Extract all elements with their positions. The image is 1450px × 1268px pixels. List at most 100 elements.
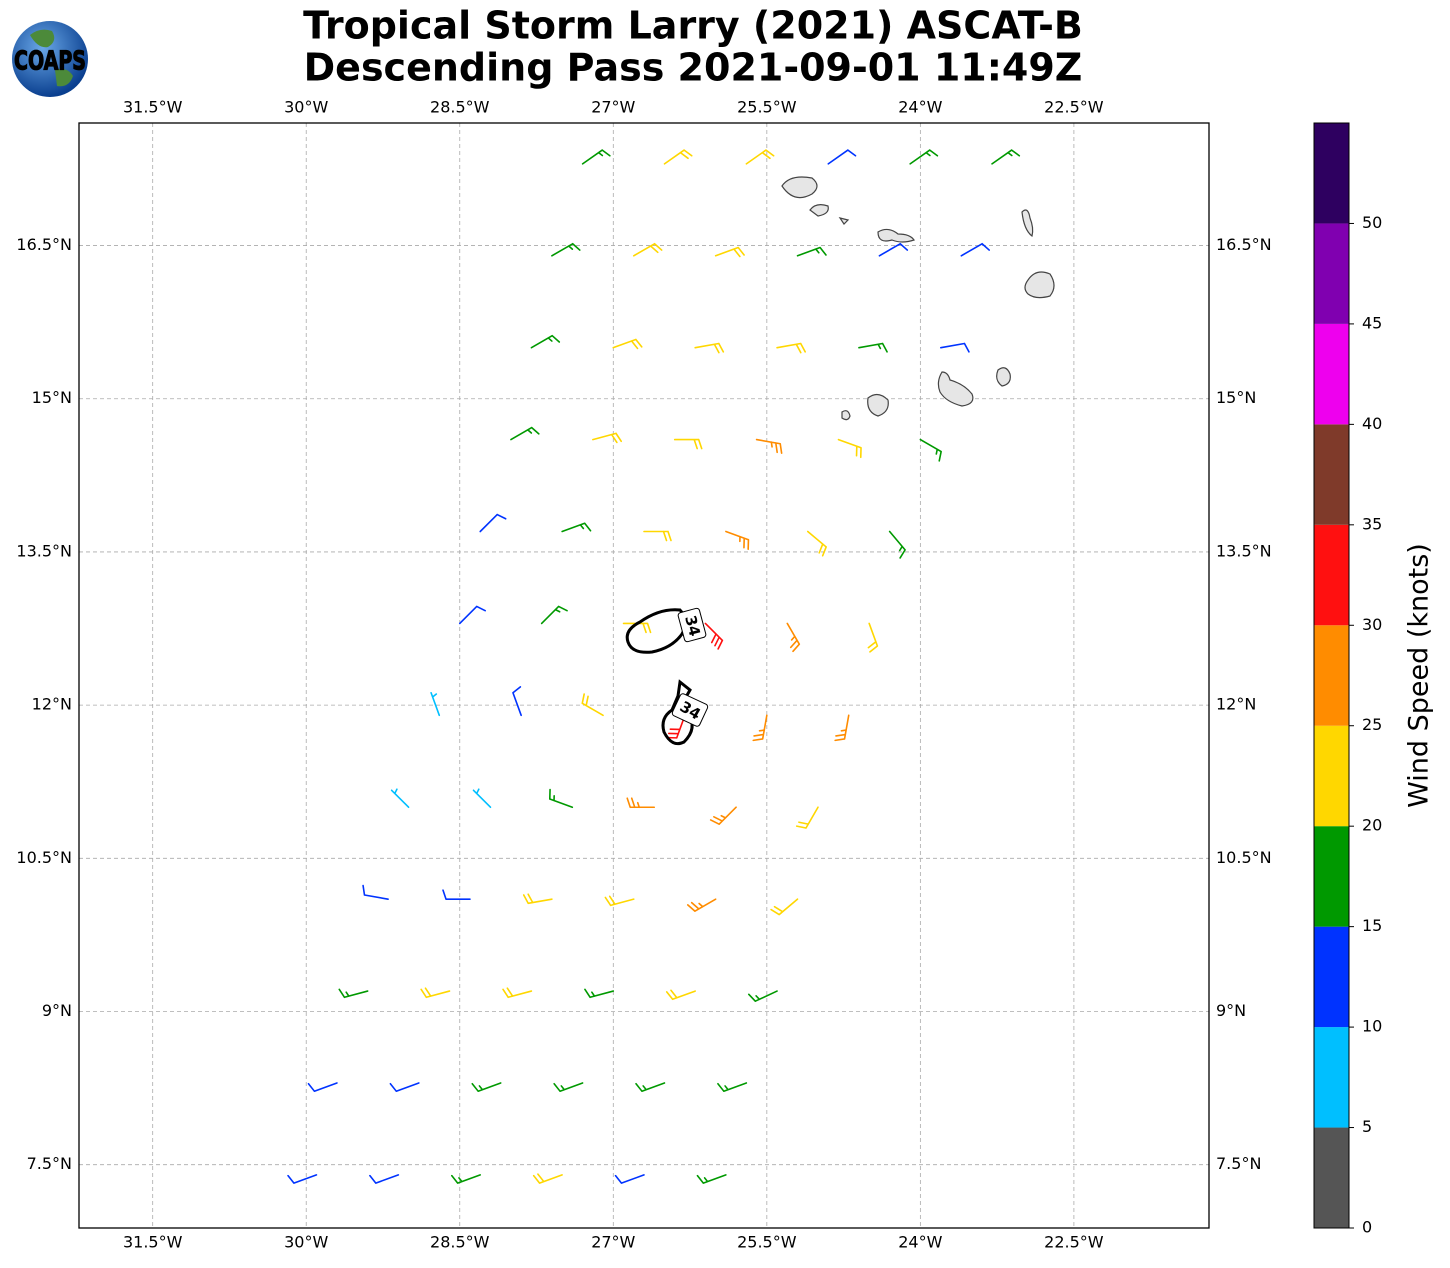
wind-barb	[776, 342, 807, 354]
wind-barb	[551, 242, 581, 257]
wind-barb	[714, 246, 745, 258]
island	[877, 228, 915, 243]
logo: COAPS	[12, 21, 88, 97]
wind-barb	[592, 432, 623, 444]
logo-land	[30, 29, 73, 87]
x-tick-label: 24°W	[898, 98, 942, 117]
colorbar: 0 5 10 15 20 25 30 35 40 45 50 Wind Speed (knots)	[1313, 122, 1435, 1237]
colorbar-tick-label: 40	[1362, 414, 1382, 433]
wind-barb	[696, 1174, 727, 1184]
island	[838, 217, 850, 225]
y-tick-label: 16.5°N	[1216, 235, 1272, 254]
wind-barb	[867, 622, 879, 653]
y-tick-label: 10.5°N	[1216, 848, 1272, 867]
grid	[79, 123, 1209, 1228]
wind-barb	[747, 990, 778, 1003]
wind-barb	[919, 438, 942, 462]
y-tick-label: 15°N	[32, 388, 72, 407]
colorbar-segment	[1314, 1027, 1349, 1128]
wind-barb	[796, 246, 827, 257]
x-tick-label: 31.5°W	[123, 98, 183, 117]
colorbar-segment	[1314, 1127, 1349, 1228]
colorbar-tick-label: 35	[1362, 514, 1382, 533]
x-tick-label: 22.5°W	[1044, 1233, 1104, 1252]
colorbar-segment	[1314, 524, 1349, 626]
title-line: Descending Pass 2021-09-01 11:49Z	[304, 46, 1083, 90]
wind-barb	[390, 788, 410, 809]
wind-barb	[442, 889, 471, 900]
wind-barb	[626, 797, 656, 809]
title-line: Tropical Storm Larry (2021) ASCAT-B	[303, 4, 1083, 48]
colorbar-tick-label: 45	[1362, 313, 1382, 332]
wind-barb	[522, 893, 553, 905]
y-tick-label: 13.5°N	[16, 541, 72, 560]
wind-barb	[548, 788, 574, 809]
wind-barb	[991, 149, 1021, 165]
wind-barb	[338, 988, 369, 999]
wind-barb	[834, 714, 850, 742]
wind-barb	[430, 691, 441, 717]
y-tick-label: 16.5°N	[16, 235, 72, 254]
islands	[781, 176, 1055, 421]
map-frame	[78, 122, 1210, 1229]
wind-barb	[510, 426, 540, 441]
wind-barb	[581, 693, 604, 717]
colorbar-tick-label: 5	[1362, 1117, 1372, 1136]
island	[867, 393, 889, 417]
x-tick-label: 27°W	[591, 1233, 635, 1252]
wind-barb	[471, 1082, 502, 1092]
colorbar-tick-label: 15	[1362, 916, 1382, 935]
wind-barb	[553, 1082, 584, 1092]
wind-barb	[612, 338, 643, 350]
wind-barb	[287, 1174, 318, 1184]
colorbar-label: Wind Speed (knots)	[1404, 543, 1435, 808]
wind-barb	[745, 149, 775, 165]
x-tick-label: 22.5°W	[1044, 98, 1104, 117]
wind-barb	[420, 987, 451, 999]
wind-barb	[389, 1082, 420, 1092]
y-tick-label: 12°N	[1216, 695, 1256, 714]
wind-barb	[307, 1082, 338, 1092]
ticks: 31.5°W 31.5°W 30°W 30°W 28.5°W 28.5°W 27°W 27°W…	[16, 98, 1271, 1252]
colorbar-segment	[1314, 223, 1349, 324]
x-tick-label: 30°W	[284, 98, 328, 117]
wind-barb	[532, 1173, 563, 1184]
wind-barb	[635, 1082, 666, 1092]
x-tick-label: 28.5°W	[430, 98, 490, 117]
wind-barb	[584, 988, 615, 999]
wind-barb	[369, 1174, 400, 1184]
wind-barb	[725, 530, 750, 550]
wind-barb	[614, 1174, 645, 1184]
wind-barb	[717, 1082, 748, 1092]
colorbar-segment	[1314, 826, 1349, 927]
wind-barb	[540, 605, 568, 625]
colorbar-segment	[1314, 625, 1349, 726]
wind-barb	[786, 622, 801, 653]
wind-barb	[795, 806, 819, 829]
contour-labels: 34 34	[671, 607, 709, 727]
wind-barb	[666, 714, 686, 739]
colorbar-segment	[1314, 926, 1349, 1028]
colorbar-segment	[1314, 123, 1349, 224]
wind-barb	[940, 342, 970, 353]
y-tick-label: 7.5°N	[27, 1154, 72, 1173]
wind-barb	[604, 895, 635, 907]
colorbar-segment	[1314, 424, 1349, 525]
wind-barb	[458, 605, 487, 625]
wind-barb	[694, 342, 725, 354]
colorbar-frame	[1313, 122, 1350, 1229]
x-tick-label: 25.5°W	[737, 1233, 797, 1252]
wind-barb	[673, 438, 703, 450]
wind-barb	[806, 530, 827, 557]
x-tick-label: 24°W	[898, 1233, 942, 1252]
wind-barb	[502, 987, 533, 999]
y-tick-label: 12°N	[32, 695, 72, 714]
wind-barb	[362, 884, 389, 900]
contour-label-box	[677, 607, 707, 643]
island	[781, 176, 818, 199]
wind-barb	[561, 522, 592, 533]
wind-barb	[837, 438, 862, 459]
wind-barb	[960, 242, 990, 257]
x-tick-label: 27°W	[591, 98, 635, 117]
wind-barb	[581, 149, 611, 165]
